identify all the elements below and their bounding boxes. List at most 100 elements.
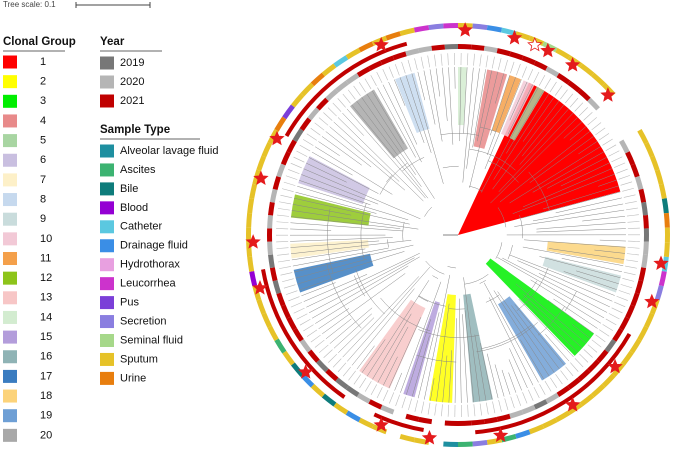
leaf-label-placeholder (428, 56, 430, 68)
year-ring-segment (267, 241, 273, 254)
year-ring-segment (509, 51, 523, 60)
sample-ring-segment (274, 116, 286, 131)
leaf-label-placeholder (606, 145, 616, 151)
legend-label: 5 (40, 135, 46, 147)
sample-ring-segment (414, 25, 429, 32)
sample-ring-segment (637, 326, 648, 341)
leaf-label-placeholder (592, 123, 601, 130)
branch-arc (418, 296, 428, 301)
year-ring-segment (276, 163, 285, 177)
year-ring-segment (268, 202, 275, 216)
leaf-label-placeholder (545, 78, 551, 88)
sample-ring-segment (602, 374, 616, 388)
branch (430, 69, 442, 141)
year-ring-segment (534, 61, 548, 71)
legend-swatch (3, 409, 17, 422)
year-ring-segment (267, 228, 272, 241)
legend-swatch (100, 220, 114, 233)
year-ring-segment (630, 163, 639, 177)
legend-label: 4 (40, 115, 46, 127)
sample-ring-segment (261, 142, 272, 157)
sample-ring-segment (311, 73, 325, 86)
year-ring-segment (346, 385, 360, 397)
sample-ring-segment (267, 326, 278, 341)
sample-ring-segment (664, 242, 670, 257)
leaf-label-placeholder (448, 405, 449, 417)
leaf-label-placeholder (517, 395, 521, 406)
leaf-label-placeholder (354, 374, 361, 384)
leaf-label-placeholder (324, 350, 333, 358)
leaf-label-placeholder (428, 403, 430, 415)
sample-ring-segment (515, 430, 530, 439)
leaf-label-placeholder (550, 82, 556, 92)
leaf-label-placeholder (575, 103, 583, 112)
circular-tree (246, 23, 670, 447)
leaf-label-placeholder (441, 54, 442, 66)
year-ring-segment (335, 377, 348, 389)
sample-ring-segment (274, 339, 286, 354)
sample-ring-segment (311, 384, 325, 397)
leaf-label-placeholder (280, 195, 292, 198)
leaf-label-placeholder (621, 182, 632, 186)
branch-arc (448, 266, 456, 268)
year-ring-segment (405, 414, 419, 422)
year-ring-segment (484, 417, 498, 424)
year-ring-segment (638, 267, 646, 281)
year-ring-segment (557, 73, 571, 85)
branch-arc (496, 242, 502, 258)
legend-label: 2020 (120, 76, 144, 88)
sample-ring-segment (644, 313, 655, 328)
leaf-label-placeholder (396, 395, 400, 406)
leaf-label-placeholder (522, 66, 527, 77)
sample-ring-segment (529, 424, 544, 434)
leaf-label-placeholder (540, 384, 546, 395)
year-ring-segment (567, 377, 580, 389)
year-ring-segment (418, 46, 432, 53)
leaf-label-placeholder (333, 103, 341, 112)
leaf-label-placeholder (599, 133, 609, 140)
leaf-label-placeholder (408, 399, 411, 411)
leaf-label-placeholder (297, 151, 308, 157)
branch-arc (432, 276, 438, 279)
legend-label: Ascites (120, 164, 156, 176)
leaf-label-placeholder (343, 94, 351, 103)
branch-arc (403, 222, 405, 241)
year-ring-segment (270, 267, 278, 281)
branch-arc (465, 274, 489, 284)
leaf-label-placeholder (277, 254, 289, 255)
leaf-label-placeholder (311, 335, 321, 342)
legend-swatch (3, 331, 17, 344)
legend-label: 17 (40, 370, 52, 382)
legend-title: Year (100, 36, 125, 48)
leaf-label-placeholder (303, 325, 313, 331)
leaf-label-placeholder (614, 302, 625, 307)
leaf-label-placeholder (276, 222, 288, 223)
year-ring-segment (638, 189, 646, 203)
branch (326, 131, 371, 167)
leaf-label-placeholder (612, 308, 623, 313)
branch-arc (443, 166, 459, 168)
leaf-label-placeholder (377, 387, 382, 398)
sample-ring-segment (659, 271, 667, 286)
leaf-label-placeholder (291, 302, 302, 307)
leaf-label-placeholder (505, 398, 508, 410)
year-ring-segment (307, 350, 319, 363)
sample-ring-segment (591, 73, 605, 86)
leaf-label-placeholder (343, 367, 351, 376)
sample-ring-segment (346, 411, 361, 423)
legend-swatch (100, 296, 114, 309)
leaf-label-placeholder (561, 371, 568, 381)
legend-label: 13 (40, 292, 52, 304)
sample-ring-segment (621, 351, 634, 366)
legend-swatch (3, 350, 17, 363)
branch (509, 373, 516, 393)
leaf-label-placeholder (588, 345, 597, 353)
sample-ring-segment (580, 63, 595, 76)
leaf-label-placeholder (627, 254, 639, 255)
year-ring-segment (300, 339, 312, 353)
legend-label: Alveolar lavage fluid (120, 145, 218, 157)
branch (290, 229, 331, 230)
sample-ring-segment (282, 351, 295, 366)
